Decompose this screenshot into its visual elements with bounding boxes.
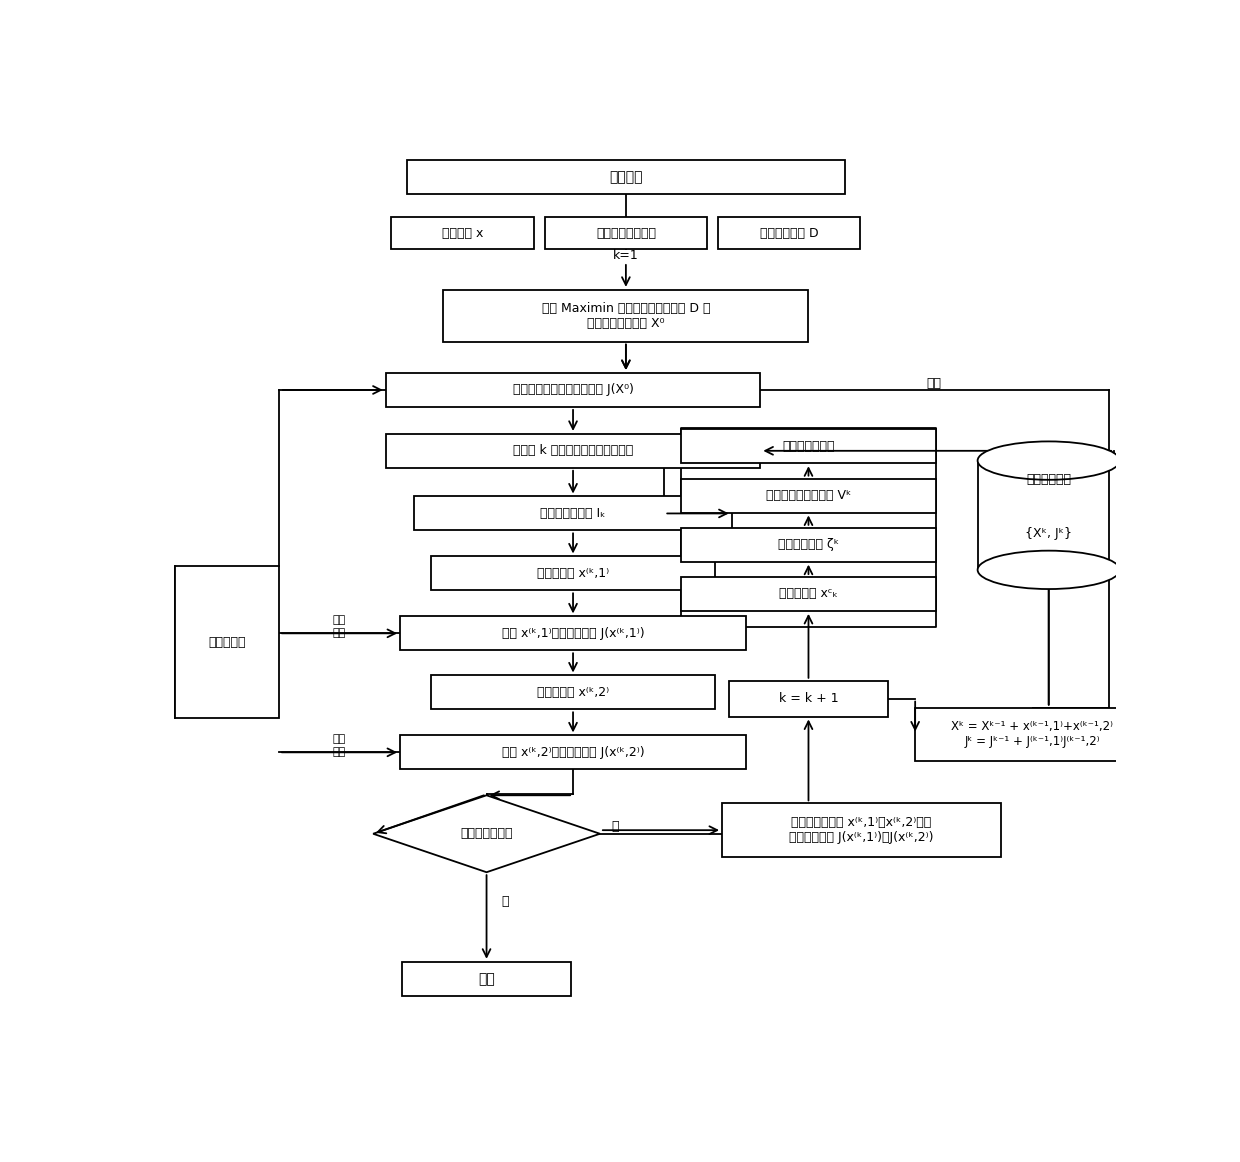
Text: 设计变量 x: 设计变量 x bbox=[441, 227, 484, 239]
FancyBboxPatch shape bbox=[681, 429, 936, 464]
Text: 应用 Maximin 拉丁超立方体方法在 D 中
获得初始样本点集 X⁰: 应用 Maximin 拉丁超立方体方法在 D 中 获得初始样本点集 X⁰ bbox=[542, 302, 711, 330]
FancyBboxPatch shape bbox=[407, 160, 844, 194]
Text: 保存: 保存 bbox=[926, 378, 941, 390]
FancyBboxPatch shape bbox=[546, 217, 707, 250]
Text: 调用: 调用 bbox=[332, 734, 346, 744]
Text: 获得样本点处的响应值集合 J(X⁰): 获得样本点处的响应值集合 J(X⁰) bbox=[512, 383, 634, 396]
FancyBboxPatch shape bbox=[977, 460, 1120, 569]
FancyBboxPatch shape bbox=[175, 566, 279, 718]
Text: 返回: 返回 bbox=[332, 747, 346, 758]
FancyBboxPatch shape bbox=[432, 557, 714, 590]
FancyBboxPatch shape bbox=[681, 528, 936, 561]
FancyBboxPatch shape bbox=[401, 736, 746, 769]
FancyBboxPatch shape bbox=[392, 217, 533, 250]
Text: 更新重要设计域长度 Vᵏ: 更新重要设计域长度 Vᵏ bbox=[766, 489, 851, 502]
Text: 确定中心点 xᶜₖ: 确定中心点 xᶜₖ bbox=[779, 588, 838, 601]
Text: 结束: 结束 bbox=[479, 971, 495, 985]
Text: 否: 否 bbox=[611, 820, 619, 833]
FancyBboxPatch shape bbox=[414, 496, 732, 530]
Text: 新的重要设计域: 新的重要设计域 bbox=[782, 440, 835, 453]
FancyBboxPatch shape bbox=[403, 962, 570, 996]
Text: k=1: k=1 bbox=[613, 250, 639, 263]
Text: 优化设计目标函数: 优化设计目标函数 bbox=[596, 227, 656, 239]
FancyBboxPatch shape bbox=[681, 578, 936, 611]
FancyBboxPatch shape bbox=[432, 675, 714, 709]
FancyBboxPatch shape bbox=[444, 289, 808, 342]
Text: k = k + 1: k = k + 1 bbox=[779, 693, 838, 705]
Text: 样本点数据库: 样本点数据库 bbox=[1027, 473, 1071, 486]
FancyBboxPatch shape bbox=[718, 217, 861, 250]
Text: 是: 是 bbox=[501, 895, 508, 909]
Text: 初始设计空间 D: 初始设计空间 D bbox=[760, 227, 818, 239]
Text: 获得 x⁽ᵏ,1⁾对应的响应值 J(x⁽ᵏ,1⁾): 获得 x⁽ᵏ,1⁾对应的响应值 J(x⁽ᵏ,1⁾) bbox=[502, 626, 645, 640]
FancyBboxPatch shape bbox=[681, 479, 936, 512]
Text: 数值模拟器: 数值模拟器 bbox=[208, 636, 246, 648]
Text: 初始条件: 初始条件 bbox=[609, 170, 642, 184]
Text: 满足收敛准则？: 满足收敛准则？ bbox=[460, 827, 513, 840]
Text: 获得最优解 x⁽ᵏ,2⁾: 获得最优解 x⁽ᵏ,2⁾ bbox=[537, 686, 609, 698]
Text: Xᵏ = Xᵏ⁻¹ + x⁽ᵏ⁻¹,1⁾+x⁽ᵏ⁻¹,2⁾
Jᵏ = Jᵏ⁻¹ + J⁽ᵏ⁻¹,1⁾J⁽ᵏ⁻¹,2⁾: Xᵏ = Xᵏ⁻¹ + x⁽ᵏ⁻¹,1⁾+x⁽ᵏ⁻¹,2⁾ Jᵏ = Jᵏ⁻¹ … bbox=[951, 720, 1114, 748]
Text: 计算控制因子 ζᵏ: 计算控制因子 ζᵏ bbox=[777, 538, 839, 551]
FancyBboxPatch shape bbox=[386, 373, 760, 407]
Text: 确定重要设计域 Iₖ: 确定重要设计域 Iₖ bbox=[541, 507, 606, 519]
Ellipse shape bbox=[977, 442, 1120, 480]
Text: 确定新增样本点 x⁽ᵏ,1⁾，x⁽ᵏ,2⁾及其
对应的响应值 J(x⁽ᵏ,1⁾)，J(x⁽ᵏ,2⁾): 确定新增样本点 x⁽ᵏ,1⁾，x⁽ᵏ,2⁾及其 对应的响应值 J(x⁽ᵏ,1⁾)… bbox=[789, 816, 934, 844]
Text: 获得最优解 x⁽ᵏ,1⁾: 获得最优解 x⁽ᵏ,1⁾ bbox=[537, 567, 609, 580]
FancyBboxPatch shape bbox=[915, 708, 1151, 761]
Text: 调用: 调用 bbox=[332, 615, 346, 625]
FancyBboxPatch shape bbox=[722, 803, 1001, 858]
Polygon shape bbox=[373, 795, 600, 873]
Text: 返回: 返回 bbox=[332, 629, 346, 638]
Text: {Xᵏ, Jᵏ}: {Xᵏ, Jᵏ} bbox=[1025, 526, 1073, 539]
FancyBboxPatch shape bbox=[401, 616, 746, 651]
Ellipse shape bbox=[977, 551, 1120, 589]
FancyBboxPatch shape bbox=[729, 681, 888, 717]
FancyBboxPatch shape bbox=[386, 433, 760, 468]
Text: 建立第 k 步时的高斯过程代理模型: 建立第 k 步时的高斯过程代理模型 bbox=[513, 444, 634, 458]
Text: 获得 x⁽ᵏ,2⁾对应的响应值 J(x⁽ᵏ,2⁾): 获得 x⁽ᵏ,2⁾对应的响应值 J(x⁽ᵏ,2⁾) bbox=[502, 746, 645, 759]
